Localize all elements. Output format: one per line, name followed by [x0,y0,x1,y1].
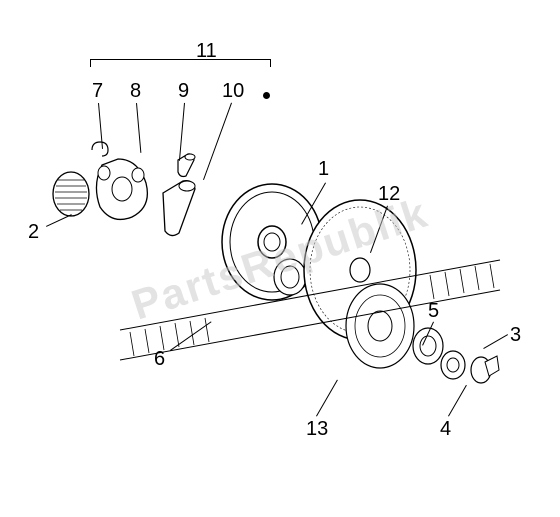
callout-label-11: 11 [196,40,217,63]
callout-label-7: 7 [92,80,103,103]
callout-label-9: 9 [178,80,189,103]
callout-label-1: 1 [318,158,329,181]
part-roller [172,148,200,184]
callout-label-3: 3 [510,324,521,347]
callout-label-10: 10 [222,80,244,103]
callout-label-12: 12 [378,183,400,206]
bracket-dot [263,92,270,99]
callout-label-5: 5 [428,300,439,323]
part-bush-cylinder [155,175,205,245]
part-end-gear [48,168,96,222]
callout-label-6: 6 [154,348,165,371]
leader-line [203,103,232,180]
callout-label-8: 8 [130,80,141,103]
callout-label-2: 2 [28,221,39,244]
callout-label-13: 13 [306,418,328,441]
callout-label-4: 4 [440,418,451,441]
